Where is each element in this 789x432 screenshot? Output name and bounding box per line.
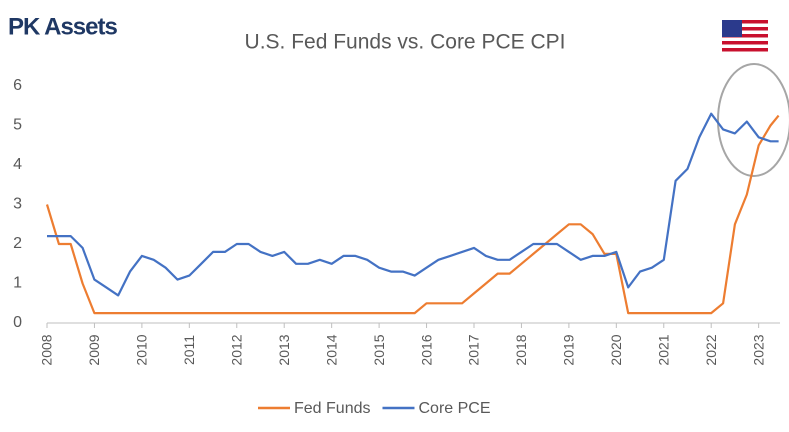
chart-title: U.S. Fed Funds vs. Core PCE CPI [245,31,566,54]
annotation-ellipse [717,63,789,177]
us-flag [722,20,768,53]
x-tick-label: 2020 [608,334,624,365]
line-series [45,114,780,315]
y-tick-label: 6 [13,77,22,94]
x-tick-label: 2015 [371,334,387,365]
x-tick-label: 2019 [561,334,577,365]
x-tick-label: 2021 [655,334,671,365]
x-tick-label: 2023 [750,334,766,365]
line-series [47,112,779,297]
y-tick-label: 1 [13,275,22,292]
y-tick-label: 2 [13,235,22,252]
x-tick-label: 2013 [276,334,292,365]
x-tick-label: 2017 [466,334,482,365]
x-tick-label: 2016 [418,334,434,365]
y-tick-label: 0 [13,314,22,331]
x-tick-label: 2014 [323,334,339,365]
brand: PK Assets [8,13,117,40]
legend-label: Fed Funds [294,400,370,417]
y-tick-label: 4 [13,156,22,173]
x-tick-label: 2018 [513,334,529,365]
y-tick-label: 3 [13,196,22,213]
x-tick-label: 2009 [86,334,102,365]
y-tick-label: 5 [13,117,22,134]
x-tick-label: 2011 [181,335,197,365]
x-tick-label: 2012 [228,334,244,365]
legend-label: Core PCE [418,400,490,417]
x-tick-label: 2022 [703,334,719,365]
x-tick-label: 2010 [134,334,150,365]
x-tick-label: 2008 [39,334,55,365]
